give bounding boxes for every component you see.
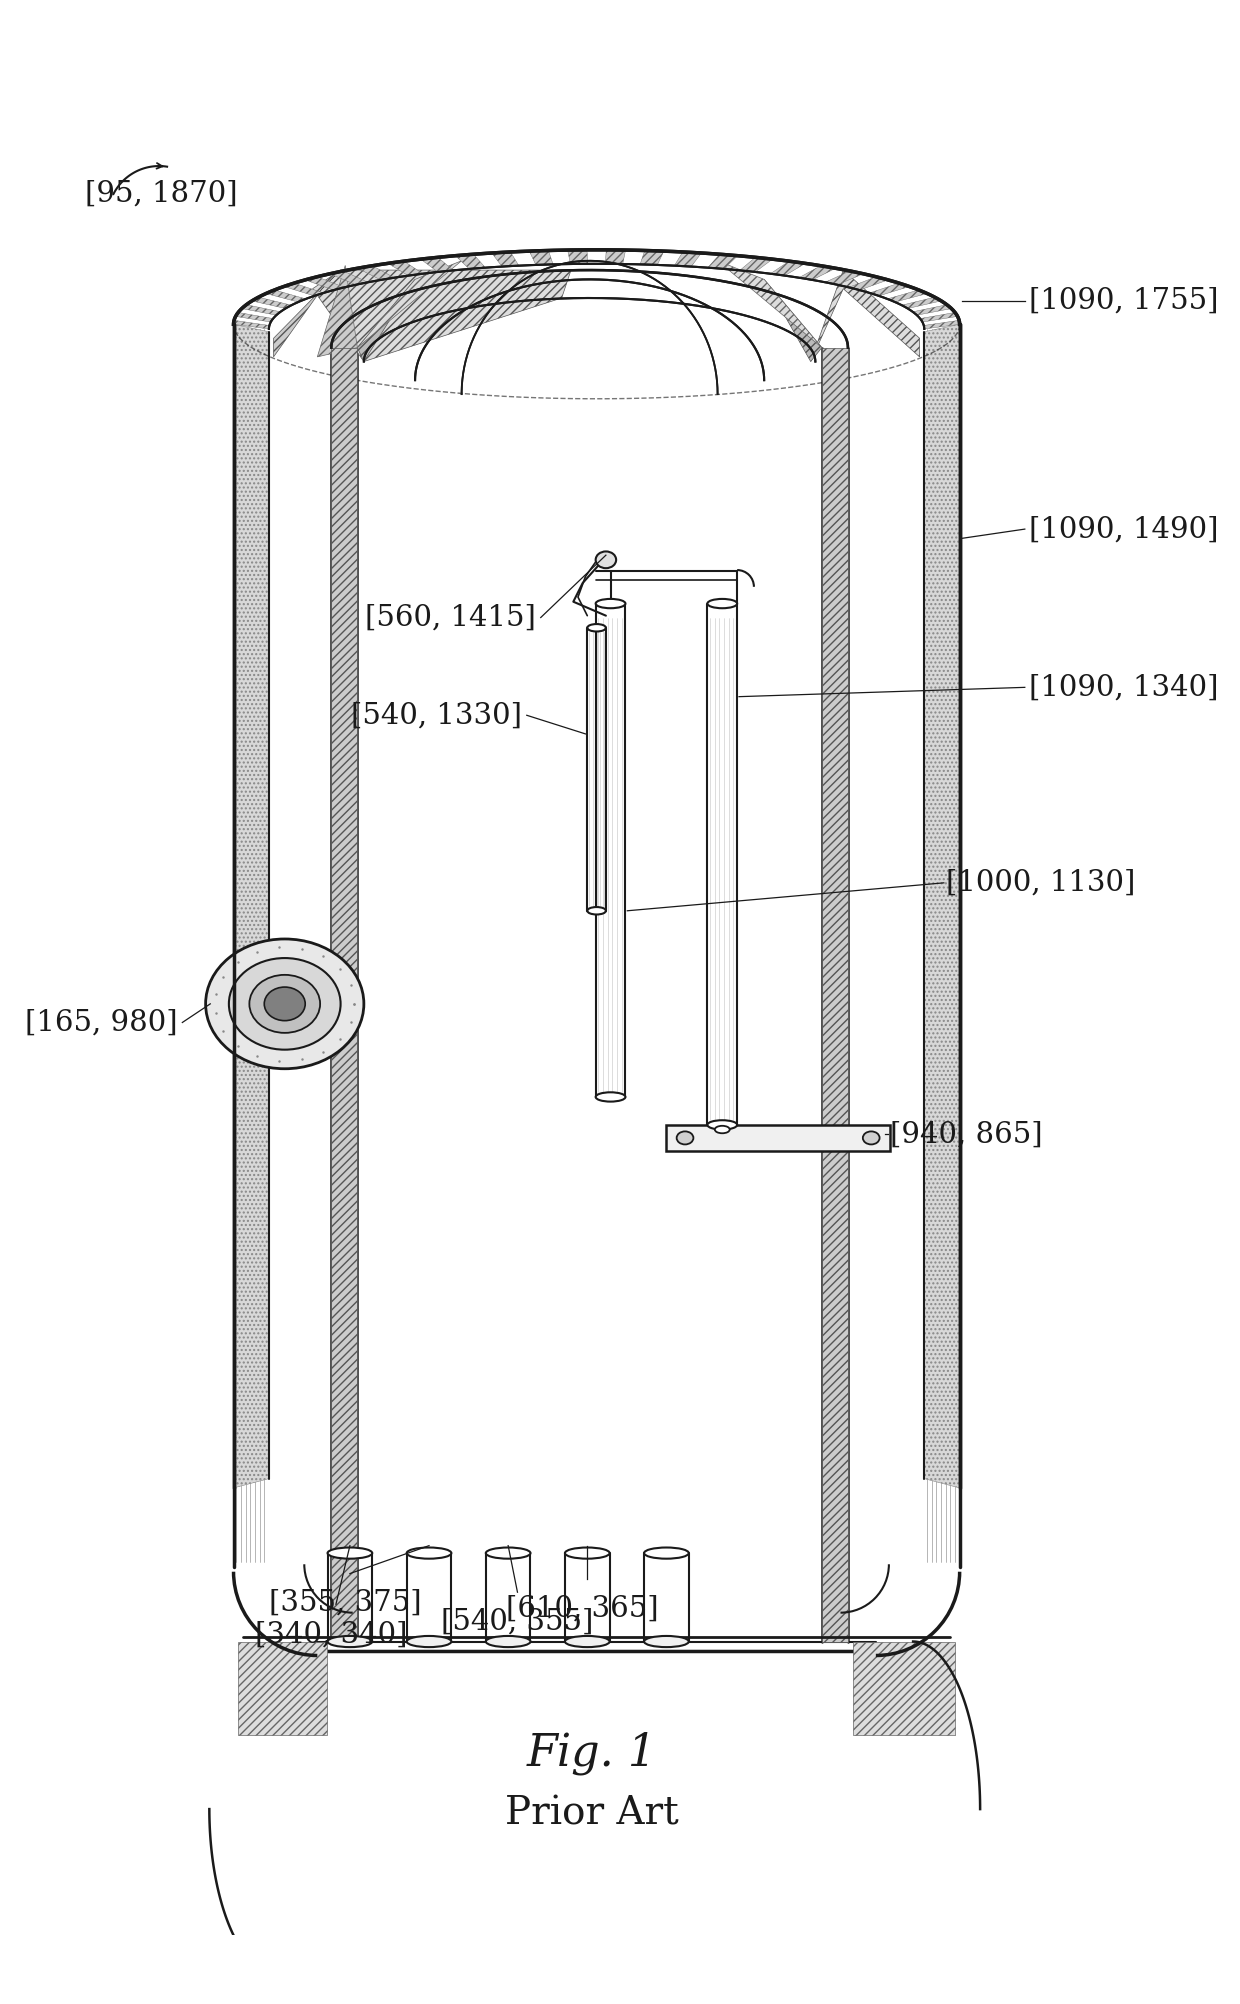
Ellipse shape — [327, 1547, 372, 1559]
Polygon shape — [924, 325, 960, 1487]
Text: Fig. 1: Fig. 1 — [527, 1731, 657, 1776]
Ellipse shape — [407, 1635, 451, 1647]
Polygon shape — [913, 305, 951, 315]
Polygon shape — [869, 283, 909, 297]
Polygon shape — [920, 313, 957, 323]
Text: [165, 980]: [165, 980] — [25, 1008, 177, 1036]
Ellipse shape — [588, 908, 606, 914]
Polygon shape — [529, 250, 553, 265]
Ellipse shape — [249, 974, 320, 1032]
Polygon shape — [799, 267, 836, 281]
Ellipse shape — [714, 1126, 729, 1132]
Text: [610, 365]: [610, 365] — [506, 1595, 658, 1623]
Polygon shape — [388, 261, 423, 277]
Polygon shape — [492, 253, 518, 267]
Polygon shape — [312, 271, 570, 361]
Text: Prior Art: Prior Art — [505, 1796, 678, 1832]
Polygon shape — [238, 1641, 326, 1735]
Polygon shape — [317, 265, 357, 357]
Polygon shape — [233, 321, 269, 329]
Ellipse shape — [206, 940, 363, 1068]
Text: [1090, 1340]: [1090, 1340] — [1029, 673, 1219, 701]
Polygon shape — [764, 279, 822, 361]
Ellipse shape — [677, 1132, 693, 1144]
Polygon shape — [305, 277, 345, 291]
Polygon shape — [568, 250, 588, 265]
Polygon shape — [331, 347, 357, 1641]
Text: [560, 1415]: [560, 1415] — [366, 603, 536, 631]
Polygon shape — [252, 297, 291, 309]
Text: [340, 340]: [340, 340] — [255, 1619, 408, 1647]
Polygon shape — [357, 267, 394, 281]
Polygon shape — [357, 279, 415, 361]
Ellipse shape — [707, 599, 737, 609]
Polygon shape — [849, 277, 888, 291]
Polygon shape — [236, 313, 273, 323]
Polygon shape — [242, 305, 280, 315]
Ellipse shape — [486, 1547, 531, 1559]
Polygon shape — [708, 255, 738, 269]
Polygon shape — [770, 261, 805, 277]
Ellipse shape — [644, 1547, 688, 1559]
Polygon shape — [357, 261, 461, 347]
Text: [1000, 1130]: [1000, 1130] — [946, 870, 1135, 898]
Ellipse shape — [595, 1092, 625, 1102]
Ellipse shape — [595, 599, 625, 609]
Ellipse shape — [486, 1635, 531, 1647]
Text: [1090, 1490]: [1090, 1490] — [1029, 515, 1219, 543]
Polygon shape — [666, 1124, 890, 1150]
Polygon shape — [825, 271, 863, 285]
Ellipse shape — [644, 1635, 688, 1647]
Text: [95, 1870]: [95, 1870] — [84, 180, 237, 208]
Ellipse shape — [565, 1635, 610, 1647]
Ellipse shape — [595, 551, 616, 569]
Polygon shape — [420, 257, 454, 273]
Ellipse shape — [565, 1547, 610, 1559]
Polygon shape — [455, 255, 485, 269]
Polygon shape — [888, 291, 928, 303]
Polygon shape — [233, 325, 269, 1487]
Polygon shape — [267, 291, 306, 303]
Text: [540, 355]: [540, 355] — [441, 1607, 594, 1635]
Polygon shape — [640, 250, 663, 265]
Polygon shape — [740, 257, 773, 273]
Polygon shape — [274, 271, 341, 357]
Polygon shape — [822, 347, 848, 1641]
Ellipse shape — [588, 623, 606, 631]
Text: [540, 1330]: [540, 1330] — [351, 701, 522, 729]
Polygon shape — [605, 250, 625, 265]
Ellipse shape — [863, 1132, 879, 1144]
Text: [940, 865]: [940, 865] — [890, 1120, 1043, 1148]
Polygon shape — [330, 271, 368, 285]
Ellipse shape — [229, 958, 341, 1050]
Ellipse shape — [327, 1635, 372, 1647]
Text: [355, 375]: [355, 375] — [269, 1589, 422, 1617]
Polygon shape — [284, 283, 324, 297]
Polygon shape — [718, 261, 822, 347]
Text: [1090, 1755]: [1090, 1755] — [1029, 287, 1219, 315]
Polygon shape — [853, 1641, 955, 1735]
Polygon shape — [675, 253, 702, 267]
Ellipse shape — [264, 988, 305, 1020]
Polygon shape — [901, 297, 941, 309]
Polygon shape — [811, 271, 920, 361]
Polygon shape — [924, 321, 960, 329]
Ellipse shape — [707, 1120, 737, 1130]
Ellipse shape — [407, 1547, 451, 1559]
